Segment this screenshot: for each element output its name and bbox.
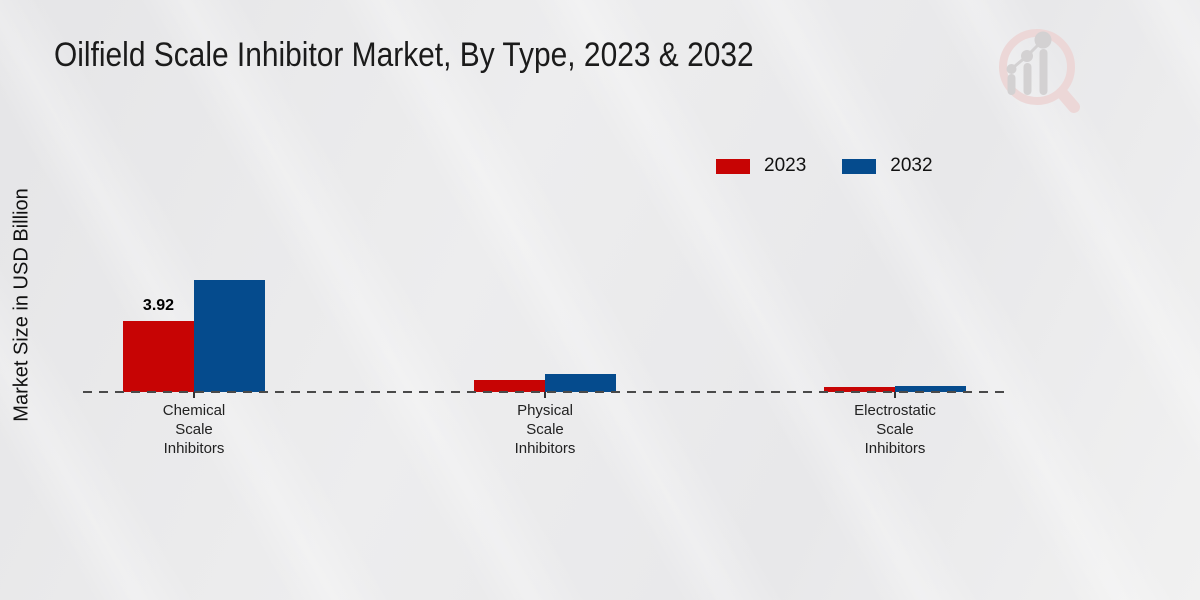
x-axis-tick-physical-scale-inhibitors bbox=[544, 392, 546, 398]
category-label-physical-scale-inhibitors: Physical Scale Inhibitors bbox=[514, 402, 576, 457]
legend: 2023 2032 bbox=[716, 155, 933, 177]
category-label-chemical-scale-inhibitors: Chemical Scale Inhibitors bbox=[162, 402, 226, 457]
legend-label-2023: 2023 bbox=[764, 155, 807, 176]
bar-2023-chemical-scale-inhibitors bbox=[123, 321, 194, 392]
bar-2032-physical-scale-inhibitors bbox=[545, 373, 616, 392]
bar-2032-chemical-scale-inhibitors bbox=[194, 279, 265, 392]
category-label-electrostatic-scale-inhibitors: Electrostatic Scale Inhibitors bbox=[854, 402, 936, 457]
x-axis-tick-electrostatic-scale-inhibitors bbox=[894, 392, 896, 398]
legend-item-2032: 2032 bbox=[842, 155, 933, 177]
legend-swatch-2023 bbox=[716, 158, 750, 174]
legend-swatch-2032 bbox=[842, 158, 877, 174]
chart-title: Oilfield Scale Inhibitor Market, By Type… bbox=[54, 36, 754, 74]
bar-2023-physical-scale-inhibitors bbox=[474, 380, 545, 392]
bar-2023-electrostatic-scale-inhibitors bbox=[824, 387, 895, 392]
legend-item-2023: 2023 bbox=[716, 155, 806, 177]
value-label-3.92: 3.92 bbox=[142, 297, 175, 315]
legend-label-2032: 2032 bbox=[890, 155, 933, 176]
bar-2032-electrostatic-scale-inhibitors bbox=[895, 385, 966, 392]
footer-accent-bar bbox=[0, 589, 1200, 600]
magnifier-bar-chart-watermark-logo bbox=[999, 29, 1080, 113]
x-axis-tick-chemical-scale-inhibitors bbox=[193, 392, 195, 398]
